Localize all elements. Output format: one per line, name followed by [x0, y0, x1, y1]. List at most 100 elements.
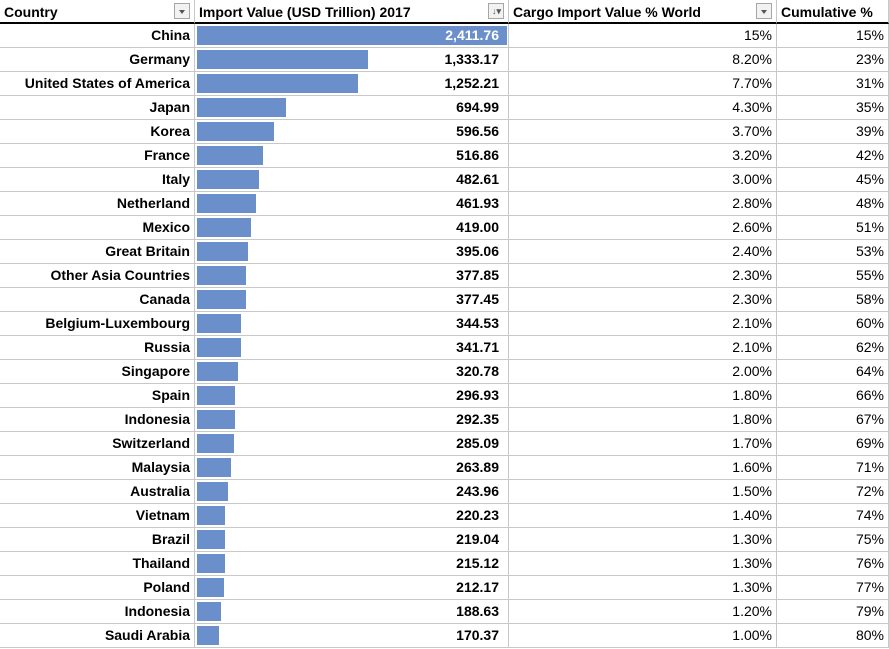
country-cell[interactable]: Great Britain [0, 240, 195, 264]
cargo-pct-cell[interactable]: 1.20% [509, 600, 777, 624]
header-cargo-pct[interactable]: Cargo Import Value % World [509, 0, 777, 24]
cumulative-cell[interactable]: 45% [777, 168, 889, 192]
country-cell[interactable]: Poland [0, 576, 195, 600]
header-cumulative[interactable]: Cumulative % [777, 0, 889, 24]
header-country[interactable]: Country [0, 0, 195, 24]
cargo-pct-cell[interactable]: 7.70% [509, 72, 777, 96]
cargo-pct-cell[interactable]: 2.30% [509, 288, 777, 312]
cumulative-cell[interactable]: 79% [777, 600, 889, 624]
country-cell[interactable]: Russia [0, 336, 195, 360]
filter-dropdown-icon[interactable] [756, 3, 772, 19]
cumulative-cell[interactable]: 58% [777, 288, 889, 312]
country-cell[interactable]: Australia [0, 480, 195, 504]
cargo-pct-cell[interactable]: 1.60% [509, 456, 777, 480]
cargo-pct-cell[interactable]: 1.80% [509, 384, 777, 408]
import-value-cell[interactable]: 377.85 [195, 264, 509, 288]
cumulative-cell[interactable]: 67% [777, 408, 889, 432]
country-cell[interactable]: Korea [0, 120, 195, 144]
cumulative-cell[interactable]: 55% [777, 264, 889, 288]
import-value-cell[interactable]: 694.99 [195, 96, 509, 120]
cargo-pct-cell[interactable]: 4.30% [509, 96, 777, 120]
cargo-pct-cell[interactable]: 2.10% [509, 312, 777, 336]
cumulative-cell[interactable]: 66% [777, 384, 889, 408]
cumulative-cell[interactable]: 53% [777, 240, 889, 264]
cumulative-cell[interactable]: 69% [777, 432, 889, 456]
country-cell[interactable]: Thailand [0, 552, 195, 576]
cargo-pct-cell[interactable]: 1.30% [509, 552, 777, 576]
cumulative-cell[interactable]: 35% [777, 96, 889, 120]
import-value-cell[interactable]: 395.06 [195, 240, 509, 264]
cumulative-cell[interactable]: 39% [777, 120, 889, 144]
import-value-cell[interactable]: 219.04 [195, 528, 509, 552]
import-value-cell[interactable]: 220.23 [195, 504, 509, 528]
cargo-pct-cell[interactable]: 8.20% [509, 48, 777, 72]
cargo-pct-cell[interactable]: 2.10% [509, 336, 777, 360]
import-value-cell[interactable]: 292.35 [195, 408, 509, 432]
cargo-pct-cell[interactable]: 15% [509, 24, 777, 48]
filter-dropdown-icon[interactable] [174, 3, 190, 19]
import-value-cell[interactable]: 377.45 [195, 288, 509, 312]
cargo-pct-cell[interactable]: 1.40% [509, 504, 777, 528]
country-cell[interactable]: Brazil [0, 528, 195, 552]
import-value-cell[interactable]: 212.17 [195, 576, 509, 600]
import-value-cell[interactable]: 285.09 [195, 432, 509, 456]
cumulative-cell[interactable]: 48% [777, 192, 889, 216]
cargo-pct-cell[interactable]: 3.00% [509, 168, 777, 192]
cumulative-cell[interactable]: 80% [777, 624, 889, 648]
cargo-pct-cell[interactable]: 1.70% [509, 432, 777, 456]
import-value-cell[interactable]: 215.12 [195, 552, 509, 576]
cumulative-cell[interactable]: 62% [777, 336, 889, 360]
country-cell[interactable]: Netherland [0, 192, 195, 216]
country-cell[interactable]: Singapore [0, 360, 195, 384]
country-cell[interactable]: Germany [0, 48, 195, 72]
import-value-cell[interactable]: 419.00 [195, 216, 509, 240]
cumulative-cell[interactable]: 31% [777, 72, 889, 96]
cargo-pct-cell[interactable]: 1.50% [509, 480, 777, 504]
country-cell[interactable]: Belgium-Luxembourg [0, 312, 195, 336]
cumulative-cell[interactable]: 51% [777, 216, 889, 240]
country-cell[interactable]: Indonesia [0, 408, 195, 432]
country-cell[interactable]: Indonesia [0, 600, 195, 624]
import-value-cell[interactable]: 344.53 [195, 312, 509, 336]
import-value-cell[interactable]: 596.56 [195, 120, 509, 144]
import-value-cell[interactable]: 341.71 [195, 336, 509, 360]
country-cell[interactable]: United States of America [0, 72, 195, 96]
cumulative-cell[interactable]: 23% [777, 48, 889, 72]
import-value-cell[interactable]: 461.93 [195, 192, 509, 216]
import-value-cell[interactable]: 1,333.17 [195, 48, 509, 72]
cumulative-cell[interactable]: 42% [777, 144, 889, 168]
country-cell[interactable]: Spain [0, 384, 195, 408]
import-value-cell[interactable]: 2,411.76 [195, 24, 509, 48]
cargo-pct-cell[interactable]: 3.70% [509, 120, 777, 144]
country-cell[interactable]: Saudi Arabia [0, 624, 195, 648]
cumulative-cell[interactable]: 15% [777, 24, 889, 48]
import-value-cell[interactable]: 320.78 [195, 360, 509, 384]
header-import-value[interactable]: Import Value (USD Trillion) 2017 ↓▾ [195, 0, 509, 24]
country-cell[interactable]: China [0, 24, 195, 48]
cargo-pct-cell[interactable]: 2.30% [509, 264, 777, 288]
cargo-pct-cell[interactable]: 2.80% [509, 192, 777, 216]
import-value-cell[interactable]: 482.61 [195, 168, 509, 192]
cargo-pct-cell[interactable]: 1.00% [509, 624, 777, 648]
country-cell[interactable]: France [0, 144, 195, 168]
cumulative-cell[interactable]: 74% [777, 504, 889, 528]
country-cell[interactable]: Japan [0, 96, 195, 120]
country-cell[interactable]: Vietnam [0, 504, 195, 528]
cumulative-cell[interactable]: 60% [777, 312, 889, 336]
import-value-cell[interactable]: 263.89 [195, 456, 509, 480]
import-value-cell[interactable]: 243.96 [195, 480, 509, 504]
cumulative-cell[interactable]: 71% [777, 456, 889, 480]
import-value-cell[interactable]: 296.93 [195, 384, 509, 408]
cumulative-cell[interactable]: 77% [777, 576, 889, 600]
import-value-cell[interactable]: 170.37 [195, 624, 509, 648]
cumulative-cell[interactable]: 76% [777, 552, 889, 576]
country-cell[interactable]: Mexico [0, 216, 195, 240]
sort-descending-filter-icon[interactable]: ↓▾ [488, 3, 504, 19]
cargo-pct-cell[interactable]: 2.60% [509, 216, 777, 240]
country-cell[interactable]: Italy [0, 168, 195, 192]
country-cell[interactable]: Canada [0, 288, 195, 312]
import-value-cell[interactable]: 188.63 [195, 600, 509, 624]
import-value-cell[interactable]: 1,252.21 [195, 72, 509, 96]
country-cell[interactable]: Switzerland [0, 432, 195, 456]
cargo-pct-cell[interactable]: 1.30% [509, 528, 777, 552]
